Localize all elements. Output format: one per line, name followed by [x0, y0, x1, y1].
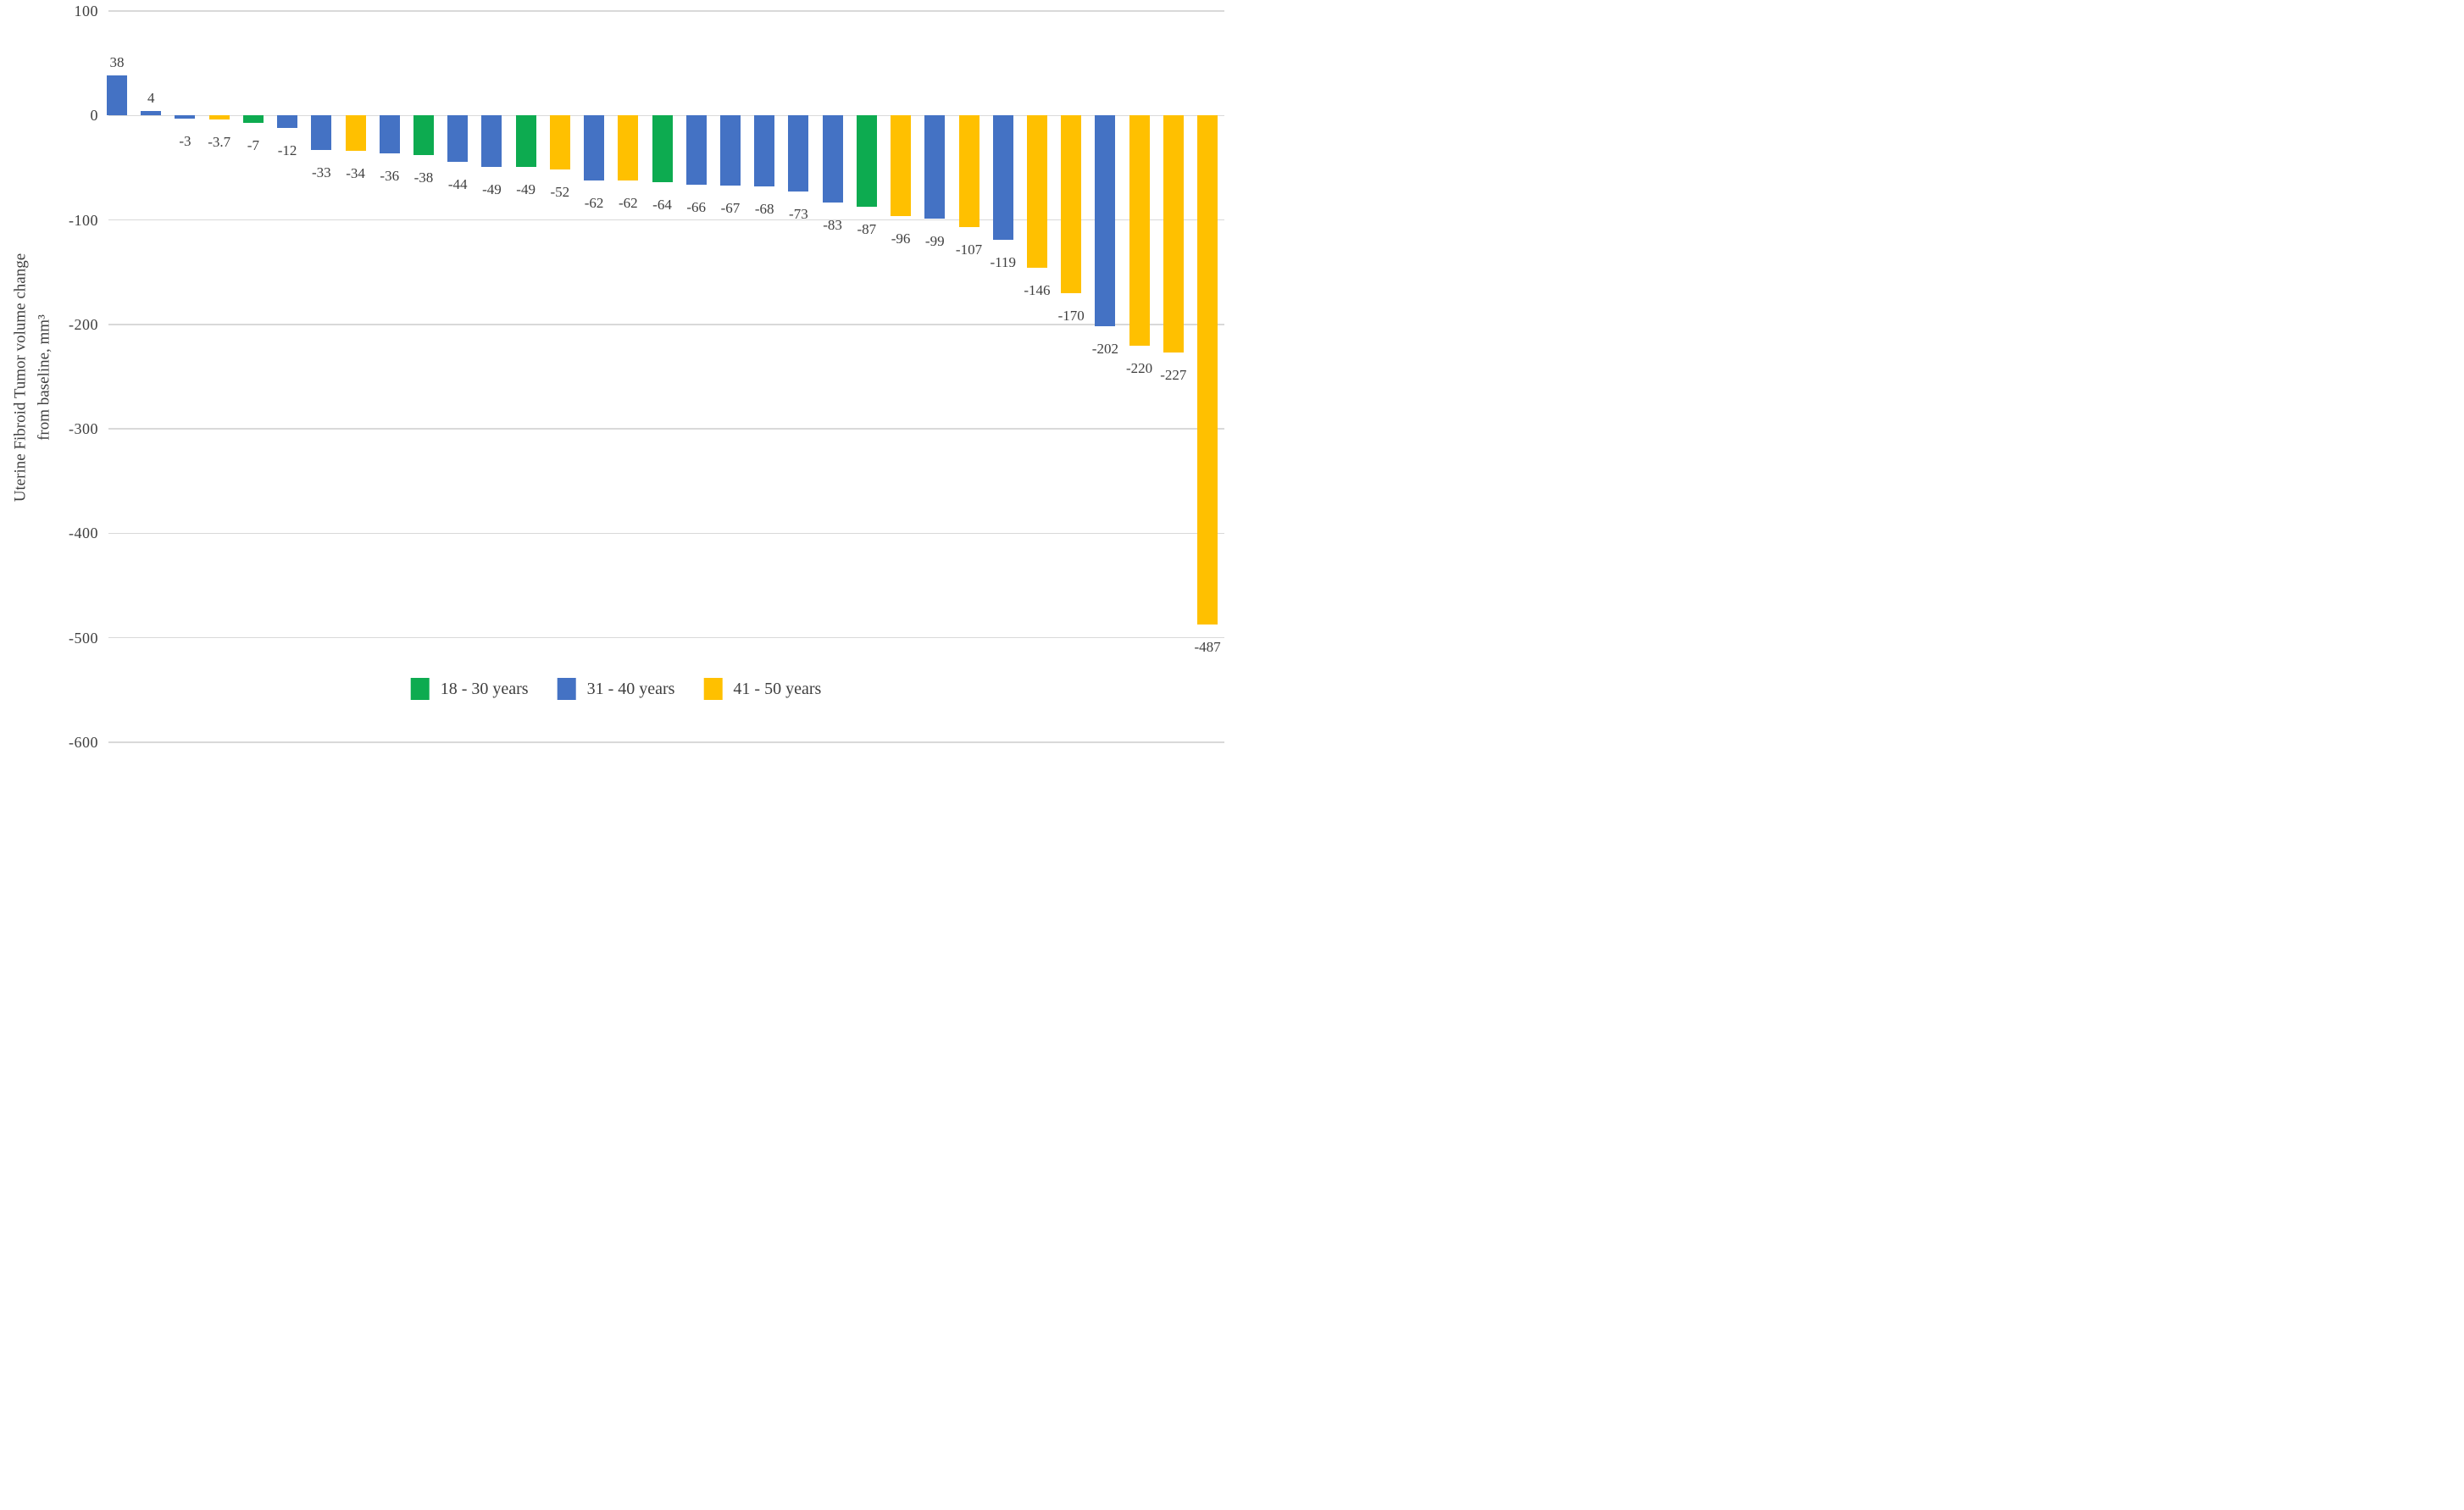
bar: [685, 115, 707, 185]
legend-label: 31 - 40 years: [586, 679, 675, 698]
bar-value-label: -7: [247, 136, 259, 153]
bar-value-label: -3: [179, 132, 191, 149]
bar: [1095, 115, 1116, 327]
bar-value-label: -44: [447, 175, 468, 192]
bar: [481, 115, 502, 167]
bar-value-label: -227: [1160, 367, 1187, 384]
bar: [958, 115, 979, 228]
bar: [345, 115, 366, 152]
bar: [175, 115, 196, 119]
bar-value-label: -62: [618, 194, 638, 211]
bar: [822, 115, 843, 203]
bar: [413, 115, 434, 156]
bar: [1061, 115, 1082, 293]
bar-value-label: -67: [720, 199, 741, 216]
bar-value-label: -96: [891, 230, 911, 247]
legend-item: 18 - 30 years: [410, 678, 529, 700]
bar-value-label: -68: [754, 201, 774, 218]
bar-value-label: -34: [346, 165, 365, 182]
bar: [618, 115, 639, 180]
bar: [891, 115, 912, 216]
uterine-fibroid-volume-chart: Uterine Fibroid Tumor volume change from…: [0, 0, 1232, 755]
legend: 18 - 30 years 31 - 40 years 41 - 50 years: [410, 678, 821, 700]
bar: [584, 115, 605, 180]
bar: [992, 115, 1013, 240]
y-tick-label: -200: [69, 315, 98, 333]
legend-swatch: [557, 678, 576, 700]
bar-value-label: -33: [311, 164, 331, 180]
bar-value-label: -52: [550, 184, 570, 201]
bar-value-label: -119: [990, 254, 1016, 270]
bar: [141, 111, 162, 116]
y-tick-label: -600: [69, 734, 98, 752]
bar: [1197, 115, 1218, 625]
bar: [856, 115, 877, 207]
bar-value-label: -36: [380, 167, 400, 184]
bar: [549, 115, 570, 170]
bar: [515, 115, 536, 167]
gridline: [108, 324, 1224, 325]
legend-label: 18 - 30 years: [440, 679, 529, 698]
gridline: [108, 219, 1224, 221]
gridline: [108, 10, 1224, 12]
bar-value-label: -73: [789, 206, 808, 223]
bar: [277, 115, 298, 129]
bar: [242, 115, 264, 123]
legend-item: 41 - 50 years: [703, 678, 821, 700]
bar-value-label: -220: [1126, 359, 1153, 376]
bar-value-label: 4: [147, 90, 155, 107]
legend-swatch: [410, 678, 430, 700]
bar: [1129, 115, 1150, 346]
bar: [208, 115, 230, 119]
legend-swatch: [703, 678, 723, 700]
bar: [107, 75, 127, 116]
bar: [788, 115, 809, 192]
gridline: [108, 428, 1224, 430]
bar-value-label: -107: [955, 241, 983, 258]
bar-value-label: -64: [652, 197, 672, 214]
bar-value-label: -62: [584, 194, 604, 211]
bar: [652, 115, 673, 183]
bar-value-label: -146: [1024, 282, 1051, 299]
bar-value-label: -202: [1091, 341, 1118, 358]
bar: [1163, 115, 1184, 353]
bar-value-label: 38: [109, 54, 125, 71]
gridline: [108, 741, 1224, 743]
bar-value-label: -66: [686, 198, 707, 215]
bar-value-label: -170: [1057, 307, 1085, 324]
bar: [379, 115, 400, 153]
bar: [719, 115, 741, 186]
legend-item: 31 - 40 years: [557, 678, 675, 700]
gridline: [108, 636, 1224, 639]
plot-area: 100 0 -100 -200 -300 -400 -500 -600 38 4 -3 -3.7 -7 -…: [0, 0, 1232, 755]
bar: [447, 115, 469, 162]
y-tick-label: -400: [69, 525, 98, 542]
bar: [1026, 115, 1047, 269]
bar-value-label: -3.7: [208, 133, 231, 150]
y-tick-label: -300: [69, 420, 98, 438]
y-tick-label: 100: [74, 3, 98, 19]
y-tick-label: 0: [90, 107, 98, 125]
bar-value-label: -87: [857, 220, 877, 237]
bar: [924, 115, 946, 219]
bar-value-label: -99: [924, 233, 945, 250]
bar-value-label: -83: [823, 216, 842, 233]
bar: [311, 115, 332, 150]
bar-value-label: -49: [516, 180, 536, 197]
legend-label: 41 - 50 years: [733, 679, 822, 698]
y-tick-label: -500: [69, 629, 98, 647]
bar-value-label: -12: [277, 142, 297, 159]
bar-value-label: -38: [413, 169, 434, 186]
bar: [754, 115, 775, 187]
bar-value-label: -487: [1194, 638, 1221, 655]
y-tick-label: -100: [69, 211, 98, 229]
gridline: [108, 532, 1224, 535]
bar-value-label: -49: [482, 180, 502, 197]
